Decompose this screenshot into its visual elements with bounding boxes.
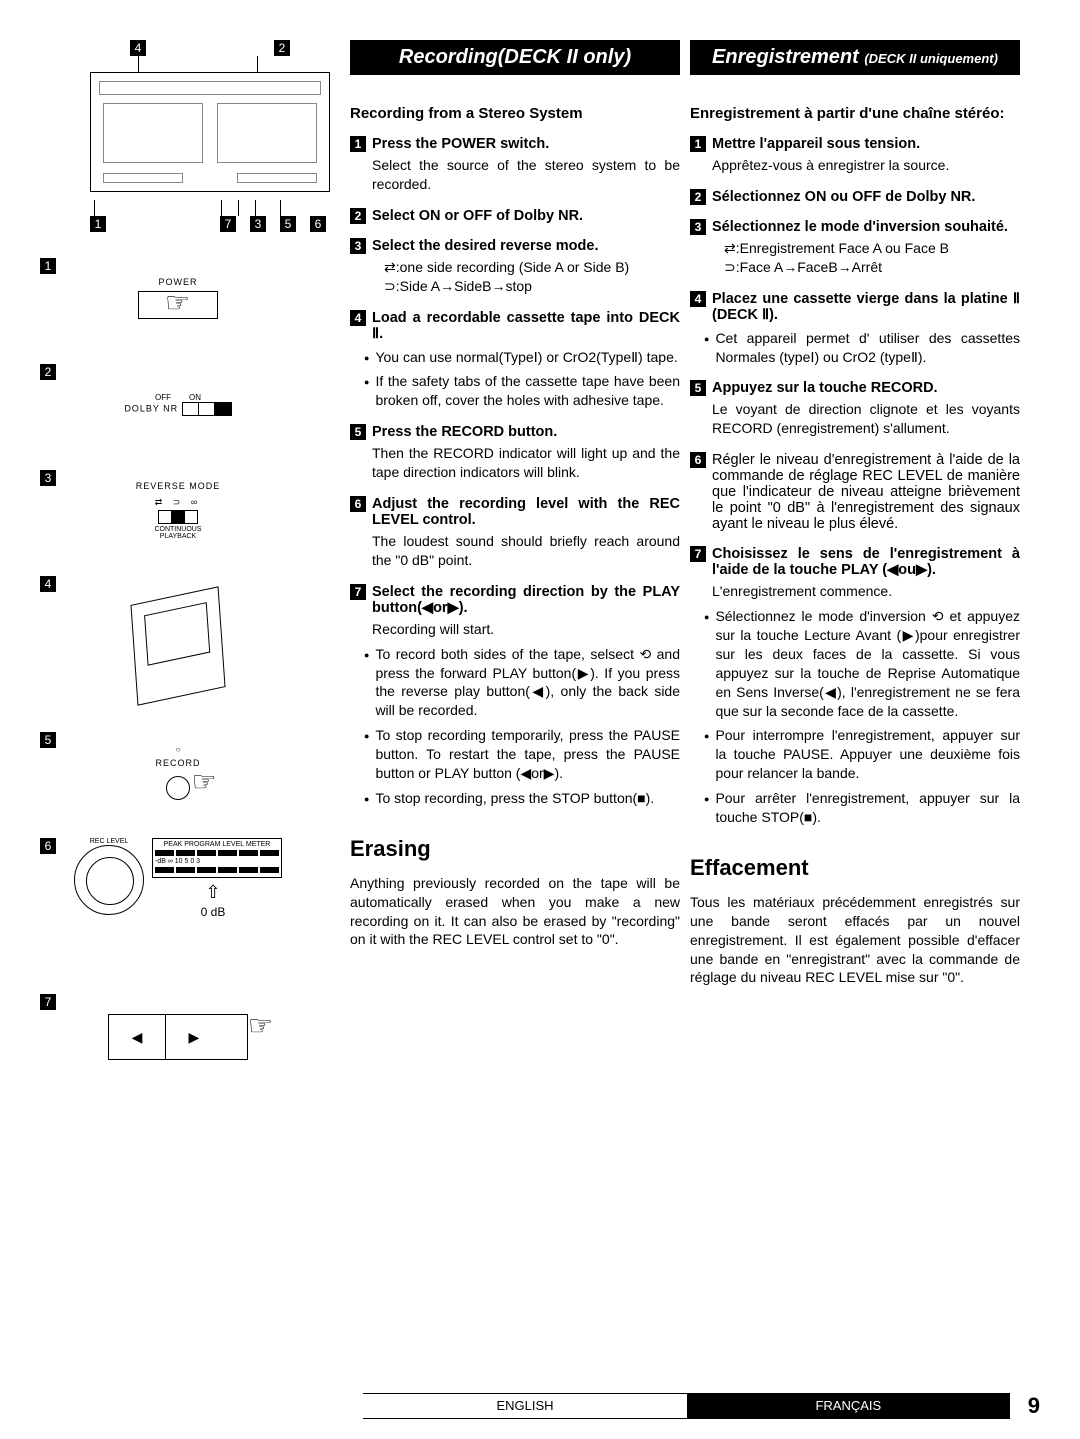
knob-icon: [74, 845, 144, 915]
callout-4: 4: [130, 40, 146, 56]
illus-cassette: 4: [40, 576, 340, 706]
callout-3: 3: [250, 216, 266, 232]
record-button-icon: [166, 776, 190, 800]
fr-step5-title: Appuyez sur la touche RECORD.: [712, 380, 938, 396]
step6-body: The loudest sound should briefly reach a…: [372, 532, 680, 570]
step4-title: Load a recordable cassette tape into DEC…: [372, 310, 680, 342]
step3-title: Select the desired reverse mode.: [372, 238, 598, 254]
page: 4 2 1 7 3 5 6 1 POWER: [40, 40, 1040, 1360]
header-enregistrement: Enregistrement (DECK II uniquement): [690, 40, 1020, 75]
level-meter: PEAK PROGRAM LEVEL METER -dB ∞ 10 5 0 3: [152, 838, 282, 878]
step4-b2: If the safety tabs of the cassette tape …: [375, 372, 680, 410]
bullet1: To record both sides of the tape, selsec…: [375, 645, 680, 721]
callout-2: 2: [274, 40, 290, 56]
section-fr: Enregistrement à partir d'une chaîne sté…: [690, 105, 1020, 122]
illus-play: 7 ◀▶: [40, 994, 340, 1074]
reverse-label: REVERSE MODE: [136, 481, 221, 491]
fr-step5-body: Le voyant de direction clignote et les v…: [712, 400, 1020, 438]
reverse-icon-a: ⇄: [384, 259, 396, 275]
french-column: Enregistrement (DECK II uniquement) Enre…: [690, 40, 1020, 1360]
step5-title: Press the RECORD button.: [372, 424, 557, 440]
header-right-sub: (DECK II uniquement): [864, 51, 998, 66]
illus-reverse: 3 REVERSE MODE ⇄ ⊃ ∞ CONTINUOUS PLAYBACK: [40, 470, 340, 550]
effacement-title: Effacement: [690, 855, 1020, 881]
callout-1: 1: [90, 216, 106, 232]
step4-b1: You can use normal(TypeⅠ) or CrO2(TypeⅡ)…: [375, 348, 677, 367]
fr-step1-body: Apprêtez-vous à enregistrer la source.: [712, 156, 1020, 175]
deck-diagram: [90, 72, 330, 192]
effacement-body: Tous les matériaux précédemment enregist…: [690, 893, 1020, 987]
zero-db-label: 0 dB: [201, 905, 226, 919]
footer: ENGLISH FRANÇAIS 9: [40, 1393, 1040, 1419]
meter-label: PEAK PROGRAM LEVEL METER: [155, 841, 279, 848]
illus-num-2: 2: [40, 364, 56, 380]
illus-num-7: 7: [40, 994, 56, 1010]
illus-record: 5 ○ RECORD: [40, 732, 340, 812]
fr-step3-l2: :Face A→FaceB→Arrêt: [736, 259, 882, 275]
power-label: POWER: [158, 277, 197, 287]
reverse-icon-a-fr: ⇄: [724, 240, 736, 256]
callout-5: 5: [280, 216, 296, 232]
fr-step4-b1: Cet appareil permet d' utiliser des cass…: [715, 329, 1020, 367]
english-column: Recording(DECK II only) Recording from a…: [350, 40, 680, 1360]
illus-num-4: 4: [40, 576, 56, 592]
erasing-title: Erasing: [350, 836, 680, 862]
page-number: 9: [1010, 1393, 1040, 1419]
off-label: OFF: [155, 393, 171, 402]
step1-body: Select the source of the stereo system t…: [372, 156, 680, 194]
fr-bullet1: Sélectionnez le mode d'inversion ⟲ et ap…: [715, 607, 1020, 720]
callout-6: 6: [310, 216, 326, 232]
footer-francais: FRANÇAIS: [687, 1393, 1010, 1419]
step7-body: Recording will start.: [372, 620, 680, 639]
illus-num-5: 5: [40, 732, 56, 748]
arrow-up-icon: ⇧: [205, 882, 220, 903]
power-switch-icon: [138, 291, 218, 319]
fr-step6-body: Régler le niveau d'enregistrement à l'ai…: [712, 452, 1020, 532]
reverse-icon-b: ⊃: [384, 278, 396, 294]
illustration-column: 4 2 1 7 3 5 6 1 POWER: [40, 40, 340, 1360]
fr-bullet3: Pour arrêter l'enregistrement, appuyer s…: [715, 789, 1020, 827]
step6-title: Adjust the recording level with the REC …: [372, 496, 680, 528]
continuous-label: CONTINUOUS PLAYBACK: [154, 526, 201, 540]
fr-step1-title: Mettre l'appareil sous tension.: [712, 136, 920, 152]
cassette-icon: [130, 586, 225, 705]
footer-english: ENGLISH: [363, 1393, 686, 1419]
fr-step2-title: Sélectionnez ON ou OFF de Dolby NR.: [712, 189, 975, 205]
illus-reclevel: 6 REC LEVEL PEAK PROGRAM LEVEL METER -dB…: [40, 838, 340, 968]
erasing-body: Anything previously recorded on the tape…: [350, 874, 680, 950]
header-recording: Recording(DECK II only): [350, 40, 680, 75]
on-label: ON: [189, 393, 201, 402]
illus-power: 1 POWER: [40, 258, 340, 338]
bullet3: To stop recording, press the STOP button…: [375, 789, 654, 808]
bullet2: To stop recording temporarily, press the…: [375, 726, 680, 783]
dolby-label: DOLBY NR: [124, 403, 178, 413]
step7-title: Select the recording direction by the PL…: [372, 584, 680, 616]
illus-num-3: 3: [40, 470, 56, 486]
step3-line2: :Side A→SideB→stop: [396, 278, 532, 294]
reverse-icon-b-fr: ⊃: [724, 259, 736, 275]
play-buttons-icon: ◀▶: [108, 1014, 248, 1060]
fr-step4-title: Placez une cassette vierge dans la plati…: [712, 291, 1020, 323]
section-recording-stereo: Recording from a Stereo System: [350, 105, 680, 122]
fr-step7-body: L'enregistrement commence.: [712, 582, 1020, 601]
callout-7: 7: [220, 216, 236, 232]
meter-scale: -dB ∞ 10 5 0 3: [155, 858, 279, 865]
illus-num-1: 1: [40, 258, 56, 274]
illus-num-6: 6: [40, 838, 56, 854]
illus-dolby: 2 OFF ON DOLBY NR: [40, 364, 340, 444]
step3-line1: :one side recording (Side A or Side B): [396, 259, 629, 275]
step5-body: Then the RECORD indicator will light up …: [372, 444, 680, 482]
fr-step3-l1: :Enregistrement Face A ou Face B: [736, 240, 949, 256]
reclevel-label: REC LEVEL: [90, 838, 129, 845]
fr-step7-title: Choisissez le sens de l'enregistrement à…: [712, 546, 1020, 578]
fr-step3-title: Sélectionnez le mode d'inversion souhait…: [712, 219, 1008, 235]
header-right-main: Enregistrement: [712, 46, 859, 68]
deck-bottom-callouts: 1 7 3 5 6: [90, 216, 340, 232]
step1-title: Press the POWER switch.: [372, 136, 549, 152]
fr-bullet2: Pour interrompre l'enregistrement, appuy…: [715, 726, 1020, 783]
step2-title: Select ON or OFF of Dolby NR.: [372, 208, 583, 224]
deck-top-callouts: 4 2: [90, 40, 330, 56]
